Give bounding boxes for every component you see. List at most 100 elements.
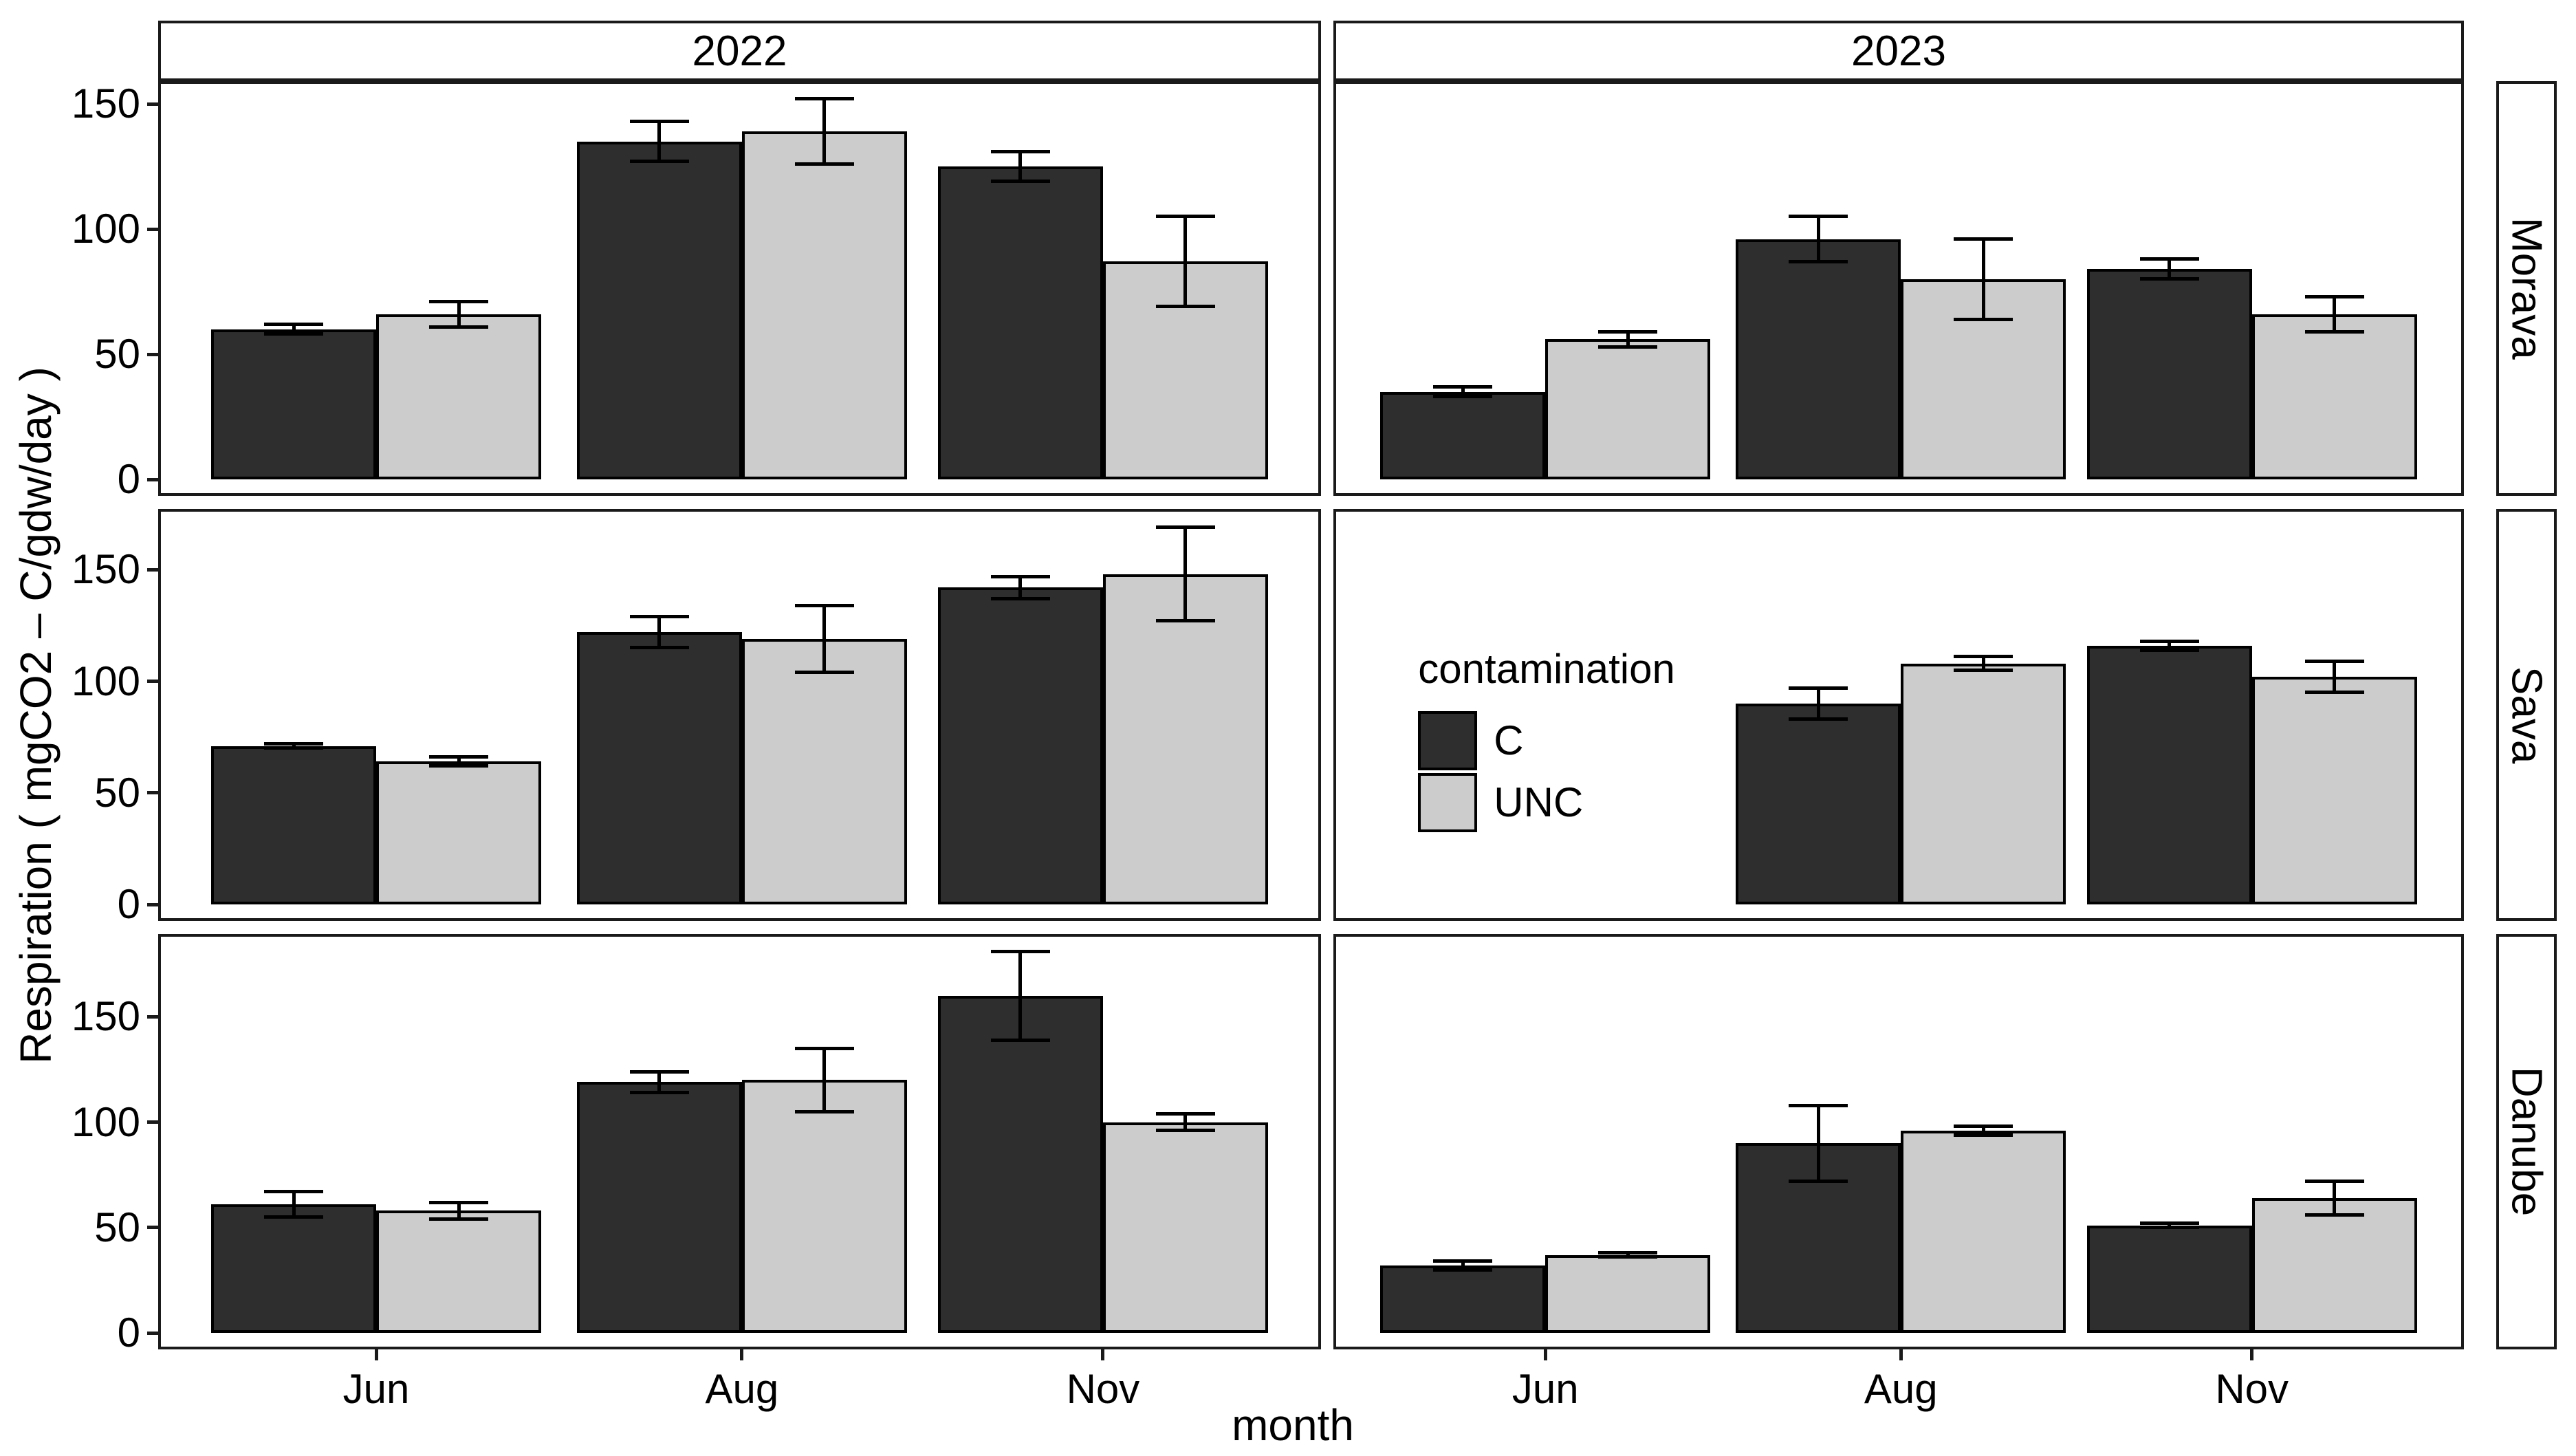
bar-c-jun (1380, 391, 1546, 479)
error-bar-line (2168, 259, 2172, 279)
bar-c-aug (576, 141, 742, 479)
x-tick-mark (1101, 1349, 1105, 1360)
error-bar-line (1018, 576, 1023, 599)
error-bar-cap-bottom (794, 671, 854, 675)
error-bar-line (1816, 216, 1820, 262)
bar-unc-jun (1545, 1254, 1711, 1333)
y-tick-mark (147, 352, 158, 356)
y-tick-mark (147, 477, 158, 481)
error-bar-line (457, 1202, 461, 1219)
bar-unc-aug (1901, 663, 2066, 904)
error-bar-cap-bottom (629, 646, 689, 650)
error-bar-cap-bottom (990, 1038, 1050, 1042)
y-tick-mark (147, 102, 158, 106)
error-bar-line (1626, 332, 1630, 347)
bar-unc-jun (1545, 339, 1711, 479)
bar-unc-aug (1901, 1130, 2066, 1333)
y-tick-label: 0 (117, 456, 140, 502)
y-tick-mark (147, 227, 158, 231)
bar-c-aug (576, 632, 742, 904)
facet-panel-sava-2023 (1333, 509, 2464, 921)
error-bar-line (292, 1191, 296, 1217)
error-bar-cap-bottom (1155, 1129, 1215, 1133)
facet-strip-morava: Morava (2496, 81, 2557, 496)
error-bar-cap-bottom (264, 332, 324, 336)
error-bar-line (2333, 661, 2337, 693)
y-tick-label: 50 (94, 1204, 140, 1250)
error-bar-line (1183, 216, 1188, 307)
error-bar-cap-bottom (1598, 1255, 1658, 1259)
error-bar-cap-bottom (2139, 1226, 2199, 1230)
error-bar-cap-top (264, 1190, 324, 1194)
x-tick-label-aug: Aug (705, 1366, 779, 1412)
y-tick-mark (147, 1120, 158, 1124)
error-bar-line (822, 605, 827, 673)
error-bar-cap-top (1954, 237, 2013, 241)
x-tick-mark (2250, 1349, 2254, 1360)
bar-c-jun (211, 1204, 377, 1333)
error-bar-cap-top (1155, 525, 1215, 530)
error-bar-line (1626, 1252, 1630, 1257)
error-bar-line (657, 121, 662, 162)
error-bar-cap-bottom (629, 1091, 689, 1095)
error-bar-cap-bottom (1155, 305, 1215, 309)
error-bar-cap-top (429, 300, 489, 304)
error-bar-cap-bottom (794, 162, 854, 166)
error-bar-cap-top (794, 97, 854, 101)
error-bar-cap-top (1155, 1111, 1215, 1116)
bar-unc-jun (376, 314, 542, 479)
error-bar-cap-top (2139, 639, 2199, 643)
x-tick-label-jun: Jun (1511, 1366, 1579, 1412)
y-tick-label: 100 (71, 658, 140, 704)
error-bar-line (457, 757, 461, 766)
bar-c-jun (211, 746, 377, 904)
error-bar-cap-bottom (1954, 317, 2013, 321)
error-bar-cap-bottom (2304, 329, 2364, 334)
error-bar-cap-top (2139, 257, 2199, 261)
y-tick-label: 50 (94, 769, 140, 816)
error-bar-cap-top (429, 1200, 489, 1204)
error-bar-cap-top (1155, 215, 1215, 219)
error-bar-cap-top (2304, 294, 2364, 298)
x-tick-label-nov: Nov (1066, 1366, 1140, 1412)
bar-unc-nov (2251, 314, 2417, 479)
facet-panel-sava-2022 (158, 509, 1321, 921)
error-bar-cap-top (629, 614, 689, 618)
error-bar-line (2333, 296, 2337, 332)
x-tick-mark (1543, 1349, 1547, 1360)
bar-unc-nov (2251, 677, 2417, 904)
bar-c-nov (937, 587, 1103, 904)
x-tick-label-jun: Jun (342, 1366, 410, 1412)
error-bar-line (457, 301, 461, 327)
error-bar-cap-top (1433, 1259, 1493, 1263)
error-bar-cap-bottom (1954, 668, 2013, 672)
x-axis-title: month (1232, 1400, 1354, 1450)
error-bar-cap-bottom (264, 746, 324, 750)
error-bar-cap-top (990, 149, 1050, 153)
bar-c-nov (2086, 269, 2252, 479)
error-bar-cap-bottom (2139, 648, 2199, 652)
error-bar-cap-bottom (2304, 691, 2364, 695)
error-bar-line (1018, 951, 1023, 1041)
error-bar-cap-top (1598, 1251, 1658, 1255)
bar-unc-aug (741, 1080, 907, 1333)
bar-c-aug (1736, 239, 1901, 479)
error-bar-cap-bottom (990, 180, 1050, 184)
error-bar-line (1461, 387, 1465, 397)
error-bar-cap-top (264, 322, 324, 326)
x-tick-mark (740, 1349, 744, 1360)
error-bar-line (822, 98, 827, 164)
bar-unc-aug (741, 638, 907, 904)
error-bar-cap-top (794, 1046, 854, 1050)
bar-c-nov (937, 166, 1103, 479)
y-tick-label: 50 (94, 331, 140, 378)
error-bar-line (1183, 527, 1188, 621)
legend-label-c: C (1494, 717, 1524, 763)
bar-c-aug (576, 1082, 742, 1333)
error-bar-cap-top (990, 574, 1050, 578)
error-bar-cap-bottom (429, 325, 489, 329)
y-tick-mark (147, 1014, 158, 1019)
error-bar-cap-bottom (1789, 1179, 1848, 1183)
y-tick-label: 100 (71, 206, 140, 252)
